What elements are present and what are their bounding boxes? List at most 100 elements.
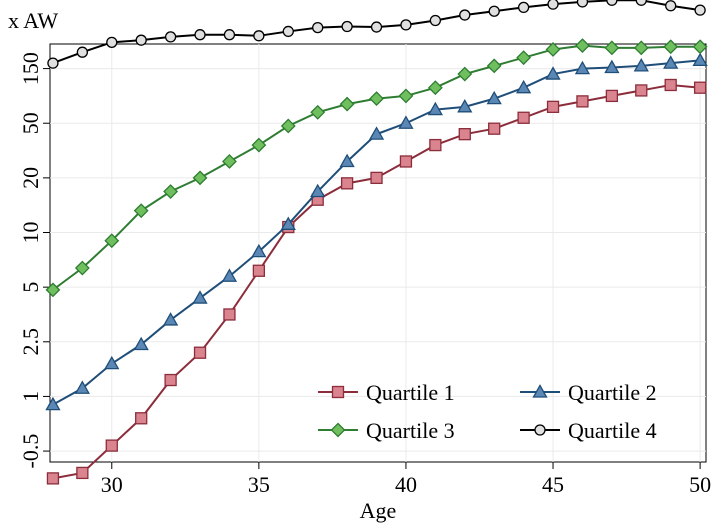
legend-item: Quartile 2: [520, 380, 657, 405]
data-point: [222, 154, 237, 169]
data-point: [427, 101, 443, 116]
data-point: [486, 58, 502, 74]
data-point: [400, 19, 412, 31]
data-point: [310, 104, 326, 120]
data-point: [576, 95, 589, 108]
plot-area: [49, 43, 707, 463]
legend-label: Quartile 4: [568, 418, 657, 443]
series-4: [47, 0, 706, 69]
data-point: [665, 0, 677, 12]
series-2: [45, 52, 708, 411]
data-point: [45, 396, 61, 411]
y-axis-title: x AW: [8, 8, 58, 33]
legend-item: Quartile 3: [318, 418, 455, 443]
data-point: [46, 472, 60, 485]
data-point: [398, 115, 414, 129]
data-point: [369, 91, 384, 107]
data-point: [663, 39, 679, 55]
data-point: [457, 66, 473, 82]
data-point: [280, 216, 296, 230]
data-point: [545, 42, 561, 57]
data-point: [516, 79, 532, 94]
y-tick-label: 10: [18, 222, 43, 244]
series-3: [45, 38, 708, 298]
data-point: [192, 170, 208, 186]
legend-item: Quartile 4: [520, 418, 657, 443]
data-point: [398, 88, 414, 104]
data-point: [694, 4, 706, 16]
x-tick-label: 30: [101, 472, 123, 497]
data-point: [76, 466, 89, 480]
data-point: [221, 268, 238, 282]
legend-marker: [532, 384, 548, 398]
legend-label: Quartile 2: [568, 380, 657, 405]
y-tick-label: -0.5: [18, 434, 43, 469]
data-point: [370, 21, 383, 33]
data-point: [546, 100, 560, 113]
data-point: [429, 14, 442, 27]
data-point: [164, 373, 177, 387]
data-point: [429, 138, 442, 152]
series-layer: [45, 0, 708, 485]
x-axis-title: Age: [360, 498, 397, 523]
data-point: [341, 20, 353, 33]
y-tick-label: 2.5: [18, 328, 43, 356]
data-point: [370, 171, 383, 185]
data-point: [312, 21, 324, 34]
legend-item: Quartile 1: [318, 380, 455, 405]
data-point: [47, 57, 59, 69]
data-point: [282, 25, 294, 38]
data-point: [251, 137, 267, 153]
y-tick-label: 1: [18, 391, 43, 402]
x-axis: 30 35 40 45 50: [101, 462, 711, 497]
data-point: [635, 84, 648, 97]
data-point: [133, 203, 149, 219]
data-point: [459, 9, 471, 21]
data-point: [253, 30, 265, 42]
data-point: [133, 336, 149, 351]
data-point: [663, 55, 679, 69]
data-point: [340, 177, 354, 190]
data-point: [105, 439, 118, 452]
legend-marker: [330, 422, 346, 438]
data-point: [692, 52, 708, 67]
x-tick-label: 50: [689, 472, 711, 497]
y-tick-label: 150: [18, 52, 43, 85]
data-point: [545, 66, 561, 80]
data-point: [488, 5, 500, 17]
data-point: [223, 308, 236, 321]
data-point: [251, 243, 267, 258]
legend-marker: [331, 385, 345, 399]
data-point: [74, 260, 90, 276]
data-point: [574, 60, 591, 75]
y-axis: -0.5 1 2.5 5 10 20 50 150: [18, 52, 50, 468]
data-point: [192, 290, 208, 304]
data-point: [280, 118, 296, 134]
data-point: [399, 155, 413, 168]
data-point: [194, 29, 206, 41]
data-point: [193, 346, 207, 359]
legend-label: Quartile 3: [366, 418, 455, 443]
data-point: [310, 183, 326, 198]
data-point: [45, 282, 61, 298]
data-point: [339, 96, 355, 112]
data-point: [633, 40, 649, 56]
data-point: [104, 355, 120, 370]
data-point: [135, 34, 147, 46]
data-point: [692, 39, 708, 55]
legend: Quartile 1 Quartile 2 Quartile 3 Quartile 4: [318, 380, 657, 443]
data-point: [604, 40, 620, 56]
data-point: [606, 0, 618, 6]
data-point: [427, 80, 443, 96]
x-tick-label: 45: [542, 472, 564, 497]
data-point: [693, 81, 707, 94]
data-point: [74, 380, 90, 394]
data-point: [163, 184, 179, 199]
data-point: [106, 36, 118, 49]
data-point: [635, 0, 647, 6]
data-point: [486, 90, 502, 105]
data-point: [633, 58, 649, 72]
data-point: [368, 126, 385, 140]
y-tick-label: 5: [18, 282, 43, 293]
